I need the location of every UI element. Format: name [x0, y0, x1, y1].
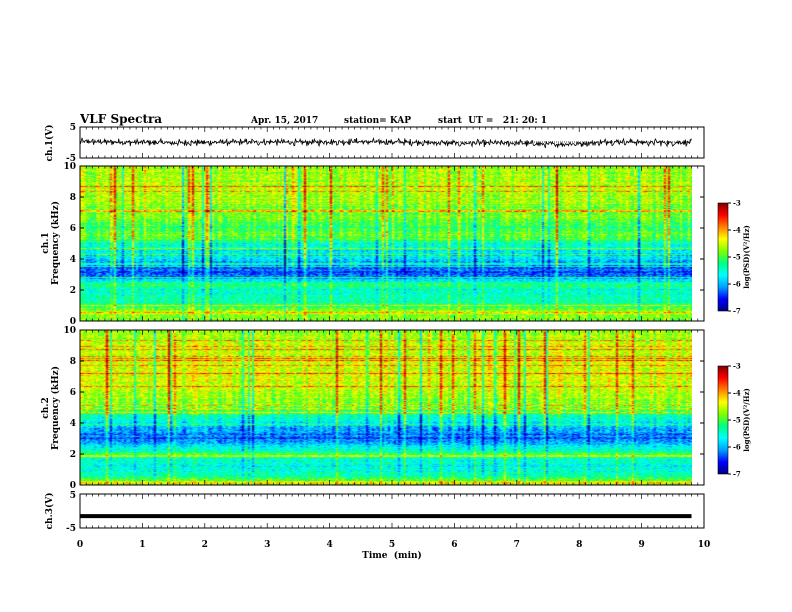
ch2-spectrogram-image	[80, 330, 692, 485]
ch3-waveform-panel: 5 -5 ch.3(V)	[44, 491, 705, 534]
time-tick-label: 2	[202, 540, 208, 550]
ch1-colorbar-scale	[717, 202, 729, 312]
ch1-ytick-bottom: -5	[66, 154, 76, 164]
time-tick-label: 9	[638, 540, 644, 550]
figure-title: VLF Spectra	[79, 112, 162, 126]
ch3-ytick-bottom: -5	[66, 524, 76, 534]
ch1-spectrogram-image	[80, 166, 692, 321]
colorbar-tick-label: -7	[733, 307, 741, 316]
start-time-label: start UT = 21: 20: 1	[438, 116, 547, 126]
ch1-waveform-ylabel: ch.1(V)	[44, 125, 55, 162]
freq-tick-label: 10	[63, 326, 76, 336]
time-tick-label: 1	[139, 540, 145, 550]
freq-tick-label: 8	[70, 357, 76, 367]
time-tick-label: 7	[514, 540, 520, 550]
colorbar-tick-label: -6	[733, 280, 741, 289]
freq-tick-label: 6	[70, 388, 76, 398]
colorbar-tick-label: -6	[733, 443, 741, 452]
ch1-waveform-line	[79, 136, 692, 149]
time-tick-label: 3	[264, 540, 270, 550]
time-tick-label: 0	[77, 540, 83, 550]
colorbar-tick-label: -3	[733, 362, 741, 371]
ch1-ytick-top: 5	[70, 123, 76, 133]
ch2-frequency-ylabel: Frequency (kHz)	[50, 366, 61, 450]
colorbar-tick-label: -4	[733, 226, 741, 235]
freq-tick-label: 4	[70, 255, 76, 265]
colorbar-tick-label: -3	[733, 199, 741, 208]
freq-tick-label: 0	[70, 481, 76, 491]
colorbar-tick-label: -4	[733, 389, 741, 398]
colorbar-tick-label: -7	[733, 470, 741, 479]
freq-tick-label: 10	[63, 162, 76, 172]
ch3-waveform-frame	[79, 493, 705, 529]
time-tick-label: 4	[326, 540, 332, 550]
colorbar-tick-label: -5	[733, 416, 741, 425]
time-tick-label: 8	[576, 540, 582, 550]
ch1-colorbar-ticks: -3 -4 -5 -6 -7	[728, 199, 741, 316]
ch1-colorbar-label: log(PSD)(V²/Hz)	[742, 225, 751, 289]
ch1-channel-label: ch.1	[41, 232, 51, 253]
freq-tick-label: 2	[70, 450, 76, 460]
ch1-frequency-ylabel: Frequency (kHz)	[50, 201, 61, 285]
station-label: station= KAP	[344, 116, 411, 126]
time-tick-label: 6	[451, 540, 457, 550]
ch1-spectrogram-panel: 0 2 4 6 8 10 ch.1 Frequency (kHz)	[41, 162, 705, 327]
ch2-channel-label: ch.2	[41, 397, 51, 418]
ch2-freq-ticks: 0 2 4 6 8 10	[63, 326, 704, 491]
time-tick-label: 5	[389, 540, 395, 550]
time-tick-label: 10	[698, 540, 711, 550]
ch3-ytick-top: 5	[70, 491, 76, 501]
ch2-colorbar-label: log(PSD)(V²/Hz)	[742, 388, 751, 452]
ch1-freq-ticks: 0 2 4 6 8 10	[63, 162, 704, 327]
colorbar-tick-label: -5	[733, 253, 741, 262]
ch2-colorbar-scale	[717, 365, 729, 475]
freq-tick-label: 4	[70, 419, 76, 429]
time-axis-label: Time (min)	[362, 550, 422, 561]
freq-tick-label: 6	[70, 224, 76, 234]
time-axis-ticks: 0 1 2 3 4 5 6 7 8 9 10	[77, 127, 710, 550]
ch2-colorbar: -3 -4 -5 -6 -7 log(PSD)(V²/Hz)	[717, 362, 751, 479]
ch2-spectrogram-panel: 0 2 4 6 8 10 ch.2 Frequency (kHz)	[41, 326, 705, 491]
ch3-waveform-ylabel: ch.3(V)	[44, 493, 55, 530]
ch1-waveform-panel: 5 -5 ch.1(V)	[44, 123, 705, 164]
freq-tick-label: 8	[70, 193, 76, 203]
ch1-colorbar: -3 -4 -5 -6 -7 log(PSD)(V²/Hz)	[717, 199, 751, 316]
freq-tick-label: 2	[70, 286, 76, 296]
freq-tick-label: 0	[70, 317, 76, 327]
date-label: Apr. 15, 2017	[250, 116, 318, 126]
ch2-colorbar-ticks: -3 -4 -5 -6 -7	[728, 362, 741, 479]
